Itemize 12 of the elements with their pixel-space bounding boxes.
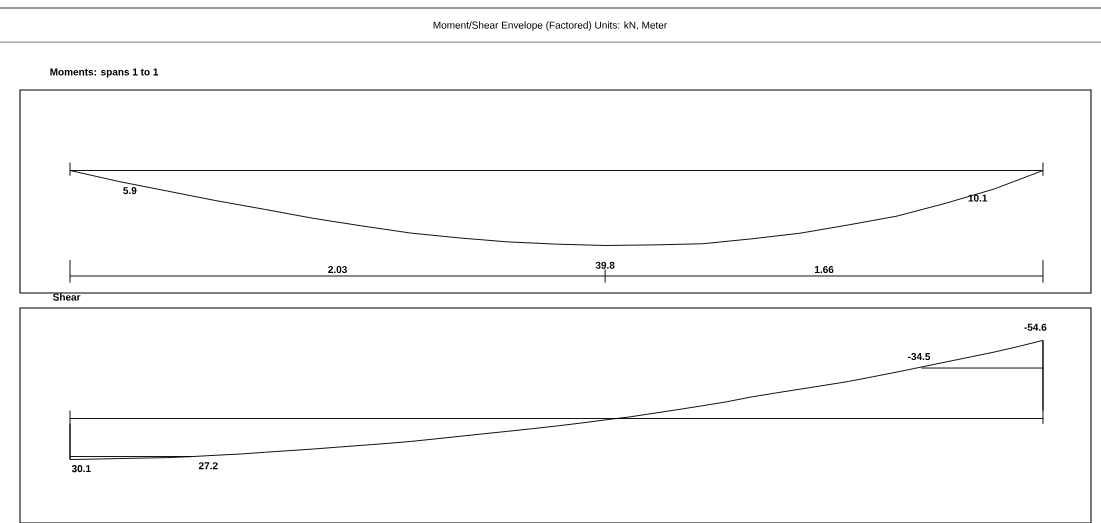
annotation: 10.1	[968, 194, 988, 202]
text: 27.2	[198, 462, 218, 470]
text: 30.1	[71, 465, 91, 473]
text: -54.6	[1024, 323, 1047, 331]
text: 2.03	[328, 265, 347, 274]
text: 39.8	[595, 261, 615, 269]
text: 1.66	[814, 265, 834, 274]
chart-title: Moment/Shear Envelope (Factored) Units: kN, Meter	[433, 21, 667, 31]
chart-subtitle: Moments: spans 1 to 1	[50, 68, 159, 78]
chart-title: Shear	[53, 293, 81, 301]
annotation: 5.9	[123, 187, 137, 195]
annotation: -34.5	[908, 353, 931, 361]
